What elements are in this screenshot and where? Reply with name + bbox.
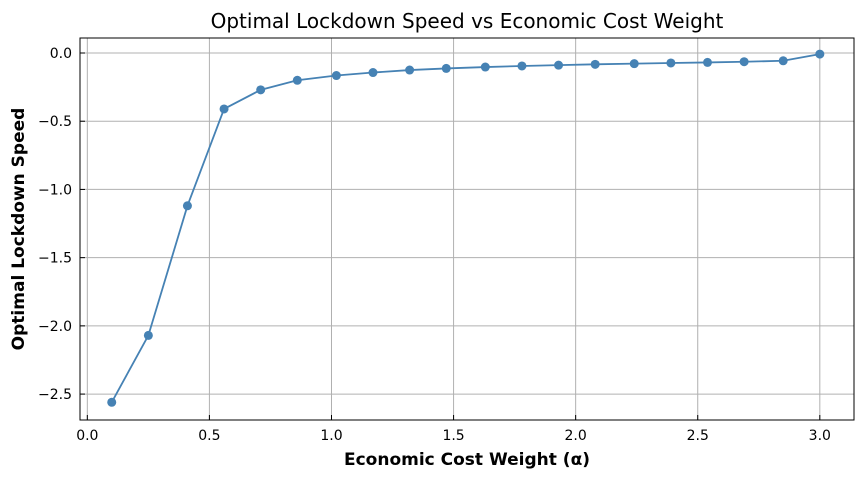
data-point (739, 57, 749, 67)
series-group (107, 49, 825, 407)
y-tick-label: −1.5 (38, 251, 72, 267)
x-tick-label: 1.5 (442, 428, 464, 444)
data-point (368, 68, 378, 78)
data-point (331, 71, 341, 81)
data-point (480, 62, 490, 72)
data-point (666, 58, 676, 68)
x-tick-label: 2.5 (687, 428, 709, 444)
data-point (143, 330, 153, 340)
data-point (517, 61, 527, 71)
x-tick-label: 2.0 (565, 428, 587, 444)
x-tick-label: 1.0 (320, 428, 342, 444)
data-point (219, 104, 229, 114)
data-point (703, 57, 713, 67)
chart-title: Optimal Lockdown Speed vs Economic Cost … (211, 9, 724, 33)
x-tick-label: 0.5 (198, 428, 220, 444)
series-line (110, 53, 820, 403)
data-point (554, 60, 564, 70)
grid (80, 38, 854, 420)
y-axis: 0.0 −0.5 −1.0 −1.5 −2.0 −2.5 (38, 46, 85, 403)
y-tick-label: −2.0 (38, 319, 72, 335)
x-axis: 0.0 0.5 1.0 1.5 2.0 2.5 3.0 (76, 415, 831, 444)
plot-frame (79, 37, 855, 421)
x-tick-label: 3.0 (809, 428, 831, 444)
data-point (107, 397, 117, 407)
y-tick-label: −2.5 (38, 387, 72, 403)
data-point (405, 65, 415, 75)
y-tick-label: −0.5 (38, 114, 72, 130)
x-axis-label: Economic Cost Weight (α) (344, 450, 590, 470)
y-axis-label: Optimal Lockdown Speed (9, 108, 29, 351)
data-point (815, 49, 825, 59)
data-point (629, 59, 639, 69)
y-tick-label: −1.0 (38, 182, 72, 198)
x-tick-label: 0.0 (76, 428, 98, 444)
data-point (292, 75, 302, 85)
data-point (590, 59, 600, 69)
data-point (778, 56, 788, 66)
data-point (441, 63, 451, 73)
y-tick-label: 0.0 (50, 46, 72, 62)
data-point (256, 85, 266, 95)
data-point (182, 201, 192, 211)
